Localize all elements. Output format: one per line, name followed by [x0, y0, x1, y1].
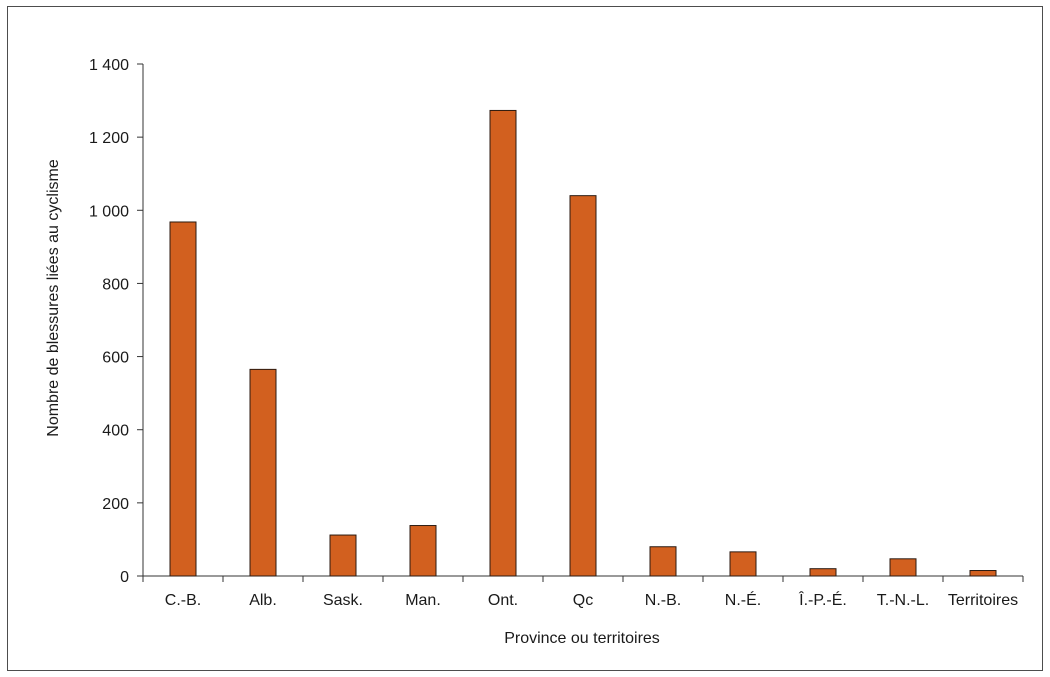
x-tick-label: N.-É.: [725, 590, 761, 609]
bar: [169, 221, 197, 577]
x-tick-label: Territoires: [948, 592, 1018, 609]
bar: [409, 525, 437, 577]
bar: [489, 109, 517, 577]
x-tick-label: Ont.: [488, 592, 518, 609]
bar: [569, 195, 597, 577]
y-tick-label: 1 400: [89, 57, 129, 74]
y-tick-label: 1 000: [89, 203, 129, 220]
y-tick-label: 800: [102, 276, 129, 293]
x-tick-label: Sask.: [323, 592, 363, 609]
y-tick-label: 600: [102, 350, 129, 367]
bars: [169, 109, 997, 577]
x-tick-label: Î.-P.-É.: [798, 590, 847, 609]
bar: [729, 551, 757, 577]
y-tick-label: 1 200: [89, 130, 129, 147]
bar: [649, 546, 677, 577]
bar: [809, 568, 837, 577]
x-tick-label: Qc: [573, 592, 593, 609]
bar: [329, 534, 357, 577]
y-axis: 0 200 400 600 800 1 000 1 200 1 400: [89, 57, 144, 586]
x-tick-label: C.-B.: [165, 592, 201, 609]
x-tick-label: T.-N.-L.: [877, 592, 929, 609]
y-tick-label: 400: [102, 423, 129, 440]
x-tick-label: N.-B.: [645, 592, 681, 609]
bar: [969, 570, 997, 577]
y-tick-label: 0: [120, 569, 129, 586]
x-tick-label: Alb.: [249, 592, 277, 609]
x-tick-label: Man.: [405, 592, 441, 609]
bar: [889, 558, 917, 577]
bar: [249, 368, 277, 577]
x-axis: C.-B. Alb. Sask. Man. Ont. Qc N.-B. N.-É. Î.-P.-…: [142, 575, 1024, 609]
x-axis-title: Province ou territoires: [504, 630, 660, 647]
y-axis-title: Nombre de blessures liées au cyclisme: [45, 159, 62, 437]
y-tick-label: 200: [102, 496, 129, 513]
